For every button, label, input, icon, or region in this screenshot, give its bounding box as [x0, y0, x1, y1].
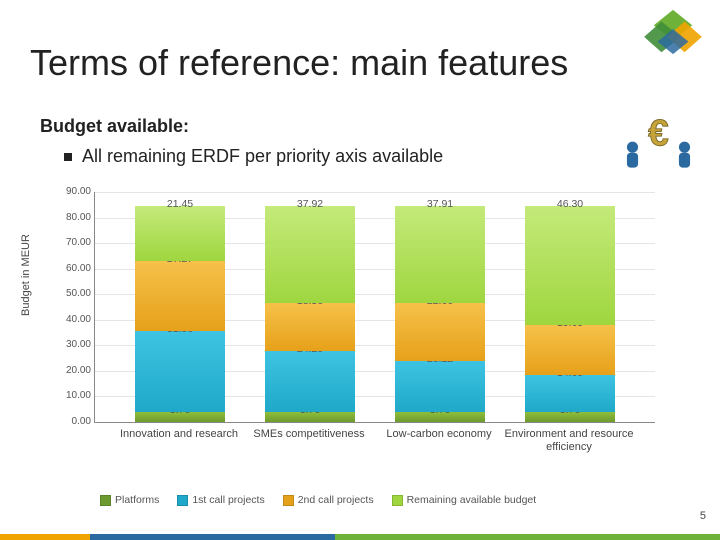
legend-label: 1st call projects	[192, 494, 264, 506]
legend-label: 2nd call projects	[298, 494, 374, 506]
budget-chart: Budget in MEUR 0.0010.0020.0030.0040.005…	[50, 186, 670, 486]
chart-x-label: Innovation and research	[114, 428, 244, 441]
chart-value-label: 37.91	[395, 198, 485, 210]
chart-bar-segment	[525, 375, 615, 413]
chart-bar-segment	[135, 206, 225, 261]
chart-bar-segment	[135, 261, 225, 331]
legend-item: 2nd call projects	[283, 494, 374, 506]
chart-y-tick: 0.00	[57, 416, 91, 427]
chart-y-tick: 50.00	[57, 288, 91, 299]
chart-bar-segment	[525, 325, 615, 375]
footer-stripe-segment	[90, 534, 335, 540]
chart-y-axis-label: Budget in MEUR	[20, 234, 32, 316]
chart-y-tick: 90.00	[57, 186, 91, 197]
chart-y-tick: 40.00	[57, 314, 91, 325]
chart-value-label: 46.30	[525, 198, 615, 210]
svg-text:€: €	[648, 111, 669, 153]
chart-bar-segment	[265, 206, 355, 303]
chart-bar-segment	[265, 303, 355, 350]
chart-bar-segment	[395, 206, 485, 303]
chart-bar-segment	[265, 351, 355, 413]
footer-stripe	[0, 534, 720, 540]
chart-value-label: 21.45	[135, 198, 225, 210]
legend-label: Remaining available budget	[407, 494, 537, 506]
chart-bar-segment	[395, 303, 485, 361]
page-number: 5	[700, 510, 706, 522]
bullet-square-icon	[64, 153, 72, 161]
chart-y-tick: 70.00	[57, 237, 91, 248]
chart-bar-segment	[395, 361, 485, 412]
brand-logo-icon	[644, 8, 702, 58]
legend-item: Remaining available budget	[392, 494, 537, 506]
budget-subheading: Budget available:	[40, 116, 189, 137]
chart-y-tick: 60.00	[57, 263, 91, 274]
slide: { "title": "Terms of reference: main fea…	[0, 0, 720, 540]
chart-legend: Platforms 1st call projects 2nd call proje…	[100, 494, 554, 506]
chart-y-tick: 20.00	[57, 365, 91, 376]
chart-gridline	[95, 192, 655, 193]
chart-bar-segment	[525, 206, 615, 324]
legend-item: Platforms	[100, 494, 159, 506]
legend-swatch-icon	[177, 495, 188, 506]
chart-value-label: 37.92	[265, 198, 355, 210]
legend-label: Platforms	[115, 494, 159, 506]
chart-bar-segment	[135, 331, 225, 413]
legend-swatch-icon	[392, 495, 403, 506]
chart-x-label: SMEs competitiveness	[244, 428, 374, 441]
chart-x-label: Low-carbon economy	[374, 428, 504, 441]
legend-swatch-icon	[100, 495, 111, 506]
bullet-item: All remaining ERDF per priority axis ava…	[64, 146, 443, 167]
chart-x-label: Environment and resource efficiency	[504, 428, 634, 454]
page-title: Terms of reference: main features	[30, 42, 568, 84]
euro-people-icon: €	[621, 110, 696, 175]
chart-plot-area: 0.0010.0020.0030.0040.0050.0060.0070.008…	[94, 192, 655, 423]
chart-y-tick: 30.00	[57, 339, 91, 350]
footer-stripe-segment	[335, 534, 720, 540]
legend-item: 1st call projects	[177, 494, 264, 506]
chart-y-tick: 80.00	[57, 212, 91, 223]
bullet-text: All remaining ERDF per priority axis ava…	[82, 146, 443, 166]
legend-swatch-icon	[283, 495, 294, 506]
chart-y-tick: 10.00	[57, 390, 91, 401]
footer-stripe-segment	[0, 534, 90, 540]
